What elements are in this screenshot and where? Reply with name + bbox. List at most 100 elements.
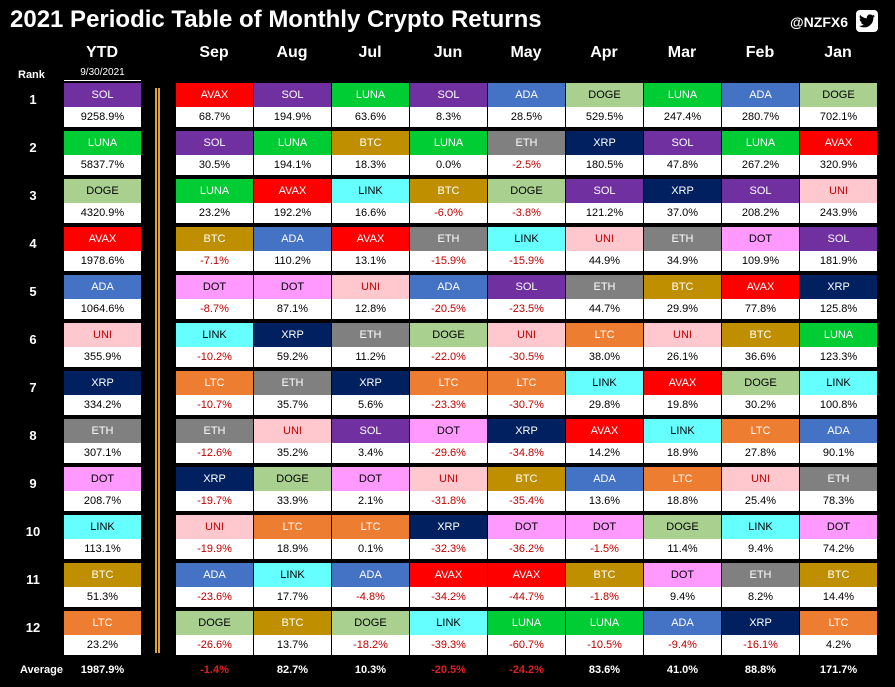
coin-label: UNI	[566, 227, 643, 251]
average-value: -24.2%	[509, 664, 544, 676]
coin-label: DOT	[332, 467, 409, 491]
return-cell: LTC -23.3%	[410, 371, 487, 415]
return-value: -15.9%	[488, 251, 565, 271]
coin-label: DOT	[722, 227, 799, 251]
return-value: 5837.7%	[64, 155, 141, 175]
coin-label: XRP	[254, 323, 331, 347]
return-cell: LTC 18.8%	[644, 467, 721, 511]
return-cell: LUNA 63.6%	[332, 83, 409, 127]
return-cell: LINK 18.9%	[644, 419, 721, 463]
return-cell: DOT -8.7%	[176, 275, 253, 319]
return-value: 121.2%	[566, 203, 643, 223]
return-cell: ETH -2.5%	[488, 131, 565, 175]
return-cell: BTC 36.6%	[722, 323, 799, 367]
return-cell: BTC 18.3%	[332, 131, 409, 175]
column-header: YTD	[86, 44, 118, 61]
coin-label: DOT	[488, 515, 565, 539]
return-value: -16.1%	[722, 635, 799, 655]
return-value: -35.4%	[488, 491, 565, 511]
return-cell: ETH -12.6%	[176, 419, 253, 463]
coin-label: LUNA	[410, 131, 487, 155]
return-cell: BTC 13.7%	[254, 611, 331, 655]
coin-label: BTC	[722, 323, 799, 347]
return-cell: DOGE 529.5%	[566, 83, 643, 127]
return-value: 180.5%	[566, 155, 643, 175]
return-cell: ETH 11.2%	[332, 323, 409, 367]
return-cell: DOT 109.9%	[722, 227, 799, 271]
coin-label: XRP	[410, 515, 487, 539]
return-value: 44.9%	[566, 251, 643, 271]
return-cell: LTC -10.7%	[176, 371, 253, 415]
return-cell: ADA -20.5%	[410, 275, 487, 319]
return-value: 12.8%	[332, 299, 409, 319]
return-cell: LTC 0.1%	[332, 515, 409, 559]
coin-label: SOL	[332, 419, 409, 443]
return-value: -20.5%	[410, 299, 487, 319]
return-cell: UNI 243.9%	[800, 179, 877, 223]
coin-label: XRP	[176, 467, 253, 491]
return-value: -19.7%	[176, 491, 253, 511]
return-cell: XRP -34.8%	[488, 419, 565, 463]
coin-label: DOT	[254, 275, 331, 299]
return-cell: DOT -1.5%	[566, 515, 643, 559]
return-cell: LUNA -10.5%	[566, 611, 643, 655]
coin-label: ADA	[722, 83, 799, 107]
return-value: -10.5%	[566, 635, 643, 655]
coin-label: DOGE	[410, 323, 487, 347]
coin-label: LINK	[64, 515, 141, 539]
coin-label: LUNA	[176, 179, 253, 203]
coin-label: XRP	[64, 371, 141, 395]
return-cell: SOL 30.5%	[176, 131, 253, 175]
average-label: Average	[20, 664, 64, 676]
coin-label: BTC	[332, 131, 409, 155]
return-cell: ETH 35.7%	[254, 371, 331, 415]
coin-label: DOT	[410, 419, 487, 443]
return-cell: UNI 25.4%	[722, 467, 799, 511]
return-value: 110.2%	[254, 251, 331, 271]
rank-label: 2	[29, 140, 37, 155]
coin-label: LINK	[722, 515, 799, 539]
return-value: 18.9%	[254, 539, 331, 559]
coin-label: SOL	[722, 179, 799, 203]
average-value: 171.7%	[819, 664, 858, 676]
ytd-date: 9/30/2021	[80, 67, 125, 78]
coin-label: LUNA	[800, 323, 877, 347]
return-value: 74.2%	[800, 539, 877, 559]
coin-label: ETH	[64, 419, 141, 443]
coin-label: LUNA	[566, 611, 643, 635]
return-value: 4.2%	[800, 635, 877, 655]
return-cell: DOT 2.1%	[332, 467, 409, 511]
coin-label: ETH	[410, 227, 487, 251]
average-value: 83.6%	[588, 664, 621, 676]
coin-label: AVAX	[410, 563, 487, 587]
return-value: 8.3%	[410, 107, 487, 127]
return-cell: DOGE 30.2%	[722, 371, 799, 415]
coin-label: UNI	[176, 515, 253, 539]
return-value: 25.4%	[722, 491, 799, 511]
rank-label: 6	[29, 332, 37, 347]
coin-label: AVAX	[488, 563, 565, 587]
coin-label: XRP	[722, 611, 799, 635]
chart-title: 2021 Periodic Table of Monthly Crypto Re…	[10, 6, 542, 33]
coin-label: ETH	[800, 467, 877, 491]
column-header: Jul	[358, 44, 382, 61]
return-value: 26.1%	[644, 347, 721, 367]
coin-label: LTC	[254, 515, 331, 539]
return-cell: DOGE -3.8%	[488, 179, 565, 223]
return-value: 87.1%	[254, 299, 331, 319]
return-value: 9.4%	[722, 539, 799, 559]
coin-label: UNI	[64, 323, 141, 347]
return-value: 123.3%	[800, 347, 877, 367]
rank-label: 8	[29, 428, 37, 443]
coin-label: BTC	[254, 611, 331, 635]
coin-label: LINK	[410, 611, 487, 635]
coin-label: LINK	[566, 371, 643, 395]
coin-label: ETH	[722, 563, 799, 587]
return-cell: XRP 37.0%	[644, 179, 721, 223]
return-cell: ETH 307.1%	[64, 419, 141, 463]
return-value: 37.0%	[644, 203, 721, 223]
coin-label: DOT	[800, 515, 877, 539]
return-value: 13.7%	[254, 635, 331, 655]
coin-label: ETH	[254, 371, 331, 395]
return-value: 11.4%	[644, 539, 721, 559]
